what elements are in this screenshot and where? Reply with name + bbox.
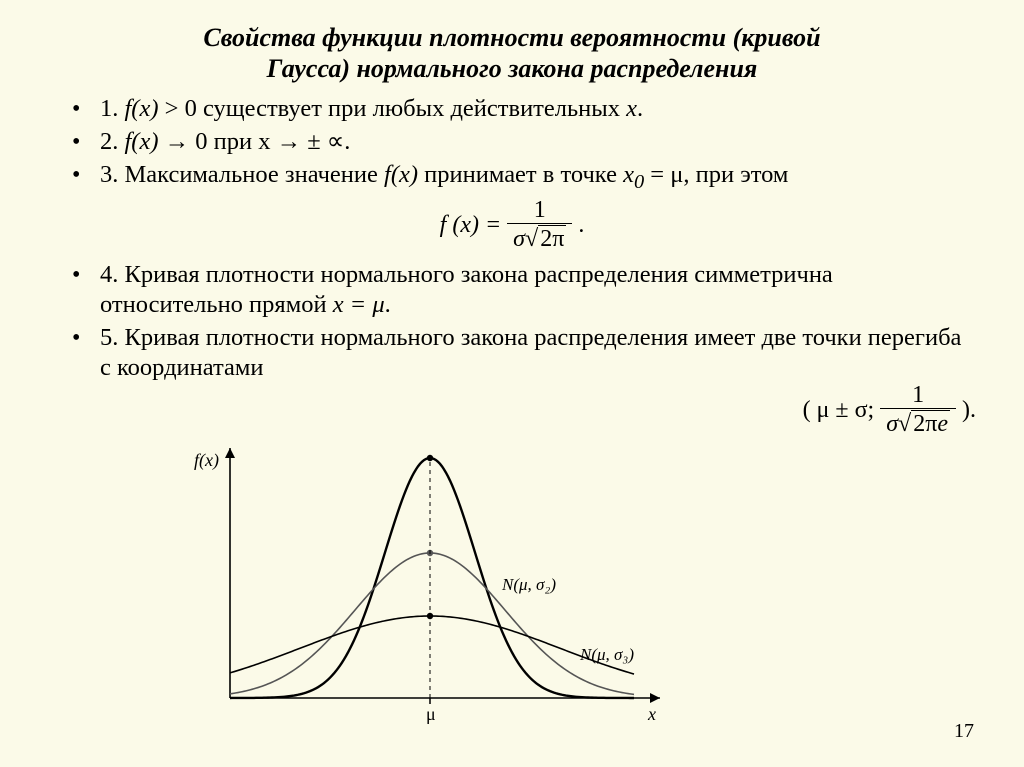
p3-x0: x — [623, 161, 634, 188]
formula-2: ( μ ± σ; 1 σ√2πe ). — [803, 382, 976, 441]
f2-prefix: ( μ ± σ; — [803, 397, 881, 423]
formula-1: f (x) = 1 σ√2π . — [60, 197, 964, 256]
f1-lhs: f (x) = — [440, 212, 508, 238]
property-5: 5. Кривая плотности нормального закона р… — [60, 323, 964, 384]
p2-body: → 0 при x → ± ∝. — [159, 128, 351, 155]
f2-num: 1 — [880, 382, 956, 409]
f2-e: e — [937, 411, 948, 437]
p3-suffix: = μ, при этом — [644, 161, 788, 188]
page-number: 17 — [954, 720, 974, 743]
f1-arg: 2π — [538, 225, 566, 252]
gaussian-chart: f(x) x μ N(μ, σ₂) N(μ, σ₃) — [170, 428, 690, 748]
p1-prefix: 1. — [100, 95, 125, 122]
f2-den: σ√2πe — [880, 409, 956, 440]
property-1: 1. f(x) > 0 существует при любых действи… — [60, 94, 964, 125]
title-line-1: Свойства функции плотности вероятности (… — [203, 23, 820, 52]
p1-x: x — [626, 95, 637, 122]
f1-sigma: σ — [513, 226, 525, 252]
chart-svg: f(x) x μ N(μ, σ₂) N(μ, σ₃) — [170, 428, 690, 748]
property-3: 3. Максимальное значение f(x) принимает … — [60, 160, 964, 195]
svg-text:x: x — [647, 704, 656, 724]
f1-sqrt: √ — [525, 226, 538, 252]
f2-sigma: σ — [886, 411, 898, 437]
p1-body: > 0 существует при любых действительных — [159, 95, 627, 122]
p3-body: принимает в точке — [418, 161, 623, 188]
p4-x: x = μ — [333, 291, 385, 318]
properties-list: 1. f(x) > 0 существует при любых действи… — [60, 94, 964, 195]
page-title: Свойства функции плотности вероятности (… — [60, 22, 964, 84]
f1-den: σ√2π — [507, 224, 572, 255]
property-4: 4. Кривая плотности нормального закона р… — [60, 260, 964, 321]
f2-suffix: ). — [962, 397, 976, 423]
svg-text:N(μ, σ₂): N(μ, σ₂) — [501, 575, 556, 594]
f1-num: 1 — [507, 197, 572, 224]
p1-suffix: . — [637, 95, 643, 122]
property-2: 2. f(x) → 0 при x → ± ∝. — [60, 127, 964, 158]
p4-suffix: . — [385, 291, 391, 318]
f1-suffix: . — [578, 212, 584, 238]
p2-fx: f(x) — [125, 128, 159, 155]
svg-text:μ: μ — [426, 704, 436, 724]
svg-text:f(x): f(x) — [194, 450, 219, 471]
f2-arg: 2π — [913, 411, 937, 437]
f2-fraction: 1 σ√2πe — [880, 382, 956, 441]
p4-body: 4. Кривая плотности нормального закона р… — [100, 261, 833, 319]
svg-text:N(μ, σ₃): N(μ, σ₃) — [579, 645, 634, 664]
p1-fx: f(x) — [125, 95, 159, 122]
p3-fx: f(x) — [384, 161, 418, 188]
title-line-2: Гаусса) нормального закона распределения — [267, 54, 758, 83]
properties-list-2: 4. Кривая плотности нормального закона р… — [60, 260, 964, 385]
p3-sub: 0 — [634, 171, 644, 193]
f2-sqrt: √ — [898, 411, 911, 437]
f1-fraction: 1 σ√2π — [507, 197, 572, 256]
p3-prefix: 3. Максимальное значение — [100, 161, 384, 188]
p2-prefix: 2. — [100, 128, 125, 155]
p5-body: 5. Кривая плотности нормального закона р… — [100, 324, 961, 382]
